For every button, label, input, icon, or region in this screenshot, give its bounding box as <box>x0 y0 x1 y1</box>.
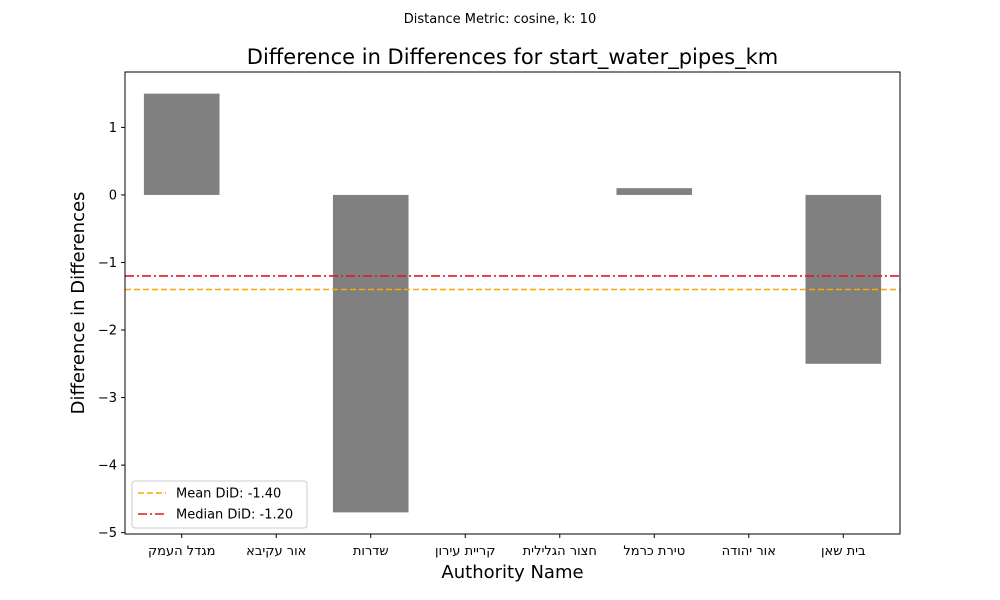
y-tick-label: −3 <box>98 391 117 406</box>
y-tick-label: −4 <box>98 459 117 474</box>
x-axis-label: Authority Name <box>441 562 583 583</box>
chart-title: Difference in Differences for start_wate… <box>247 45 778 70</box>
x-tick-label: שדרות <box>353 544 389 559</box>
legend: Mean DiD: -1.40 Median DiD: -1.20 <box>131 480 308 529</box>
legend-frame <box>131 480 308 529</box>
x-tick-label: בית שאן <box>821 544 866 559</box>
x-tick-label: אור יהודה <box>722 544 776 559</box>
x-tick-label: מגדל העמק <box>148 544 216 559</box>
y-axis-label: Difference in Differences <box>68 192 89 415</box>
x-tick-label: אור עקיבא <box>246 544 306 559</box>
legend-entry-label: Mean DiD: -1.40 <box>176 487 281 502</box>
x-tick-label: טירת כרמל <box>623 544 685 559</box>
bar-1 <box>143 93 220 195</box>
x-tick-label: חצור הגלילית <box>523 544 597 559</box>
bar-3 <box>332 194 409 513</box>
y-tick-label: 1 <box>109 121 117 136</box>
bar-6 <box>616 188 693 195</box>
figure-suptitle: Distance Metric: cosine, k: 10 <box>404 12 596 27</box>
y-tick-label: −1 <box>98 256 117 271</box>
legend-entry-label: Median DiD: -1.20 <box>176 508 293 523</box>
bar-8 <box>805 194 882 364</box>
x-tick-label: קריית עירון <box>435 544 496 559</box>
y-tick-label: −2 <box>98 324 117 339</box>
y-tick-label: −5 <box>98 526 117 541</box>
y-tick-label: 0 <box>109 188 117 203</box>
plot-area-frame <box>124 71 901 535</box>
